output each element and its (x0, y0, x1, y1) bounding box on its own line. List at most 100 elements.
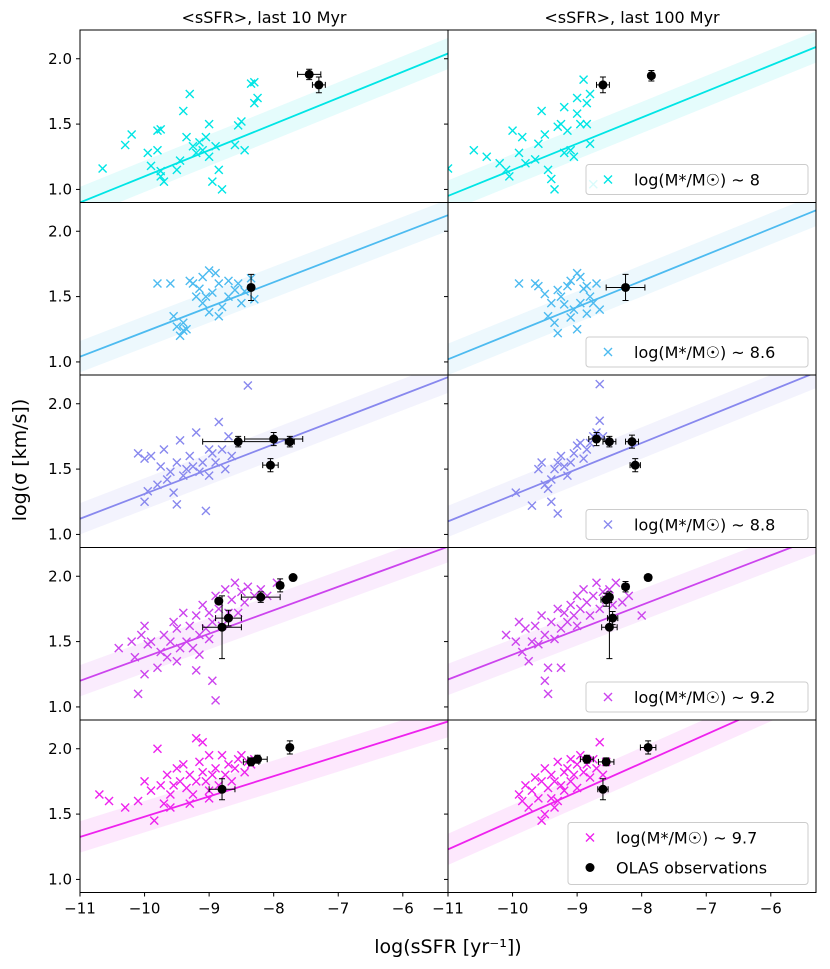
panel-frame (447, 719, 817, 893)
column-title-100myr: <sSFR>, last 100 Myr (544, 8, 720, 27)
sim-point (178, 471, 188, 481)
sim-point (543, 165, 553, 175)
y-tick-label: 1.0 (48, 698, 72, 716)
sim-point (520, 780, 530, 790)
y-tick-label: 1.0 (48, 353, 72, 371)
obs-point (256, 592, 266, 602)
sim-point (585, 139, 595, 149)
sim-point (527, 786, 537, 796)
sim-point (530, 773, 540, 782)
sim-point (482, 152, 492, 162)
sim-point (191, 665, 201, 675)
sim-point (185, 621, 195, 631)
sim-point (152, 145, 162, 155)
sim-point (207, 617, 217, 627)
sim-point (227, 595, 237, 605)
sim-point (152, 279, 162, 289)
sim-point (524, 803, 534, 813)
x-tick-label: −11 (64, 900, 96, 918)
obs-point (627, 437, 637, 447)
y-tick-label: 2.0 (48, 50, 72, 68)
sim-point (637, 610, 647, 620)
sim-point (556, 780, 566, 790)
sim-point (127, 130, 137, 140)
sim-point (591, 279, 601, 289)
sim-point (546, 617, 556, 627)
obs-point (288, 573, 298, 583)
obs-point (223, 613, 233, 623)
sim-point (207, 177, 217, 187)
sim-point (214, 165, 224, 175)
sim-point (236, 116, 246, 126)
sim-point (191, 148, 201, 158)
sim-point (243, 380, 253, 390)
y-tick-label: 1.5 (48, 460, 72, 478)
sim-point (550, 634, 560, 644)
sim-point (214, 417, 224, 427)
obs-point (582, 754, 592, 764)
x-tick-label: −10 (497, 900, 529, 918)
sim-point (575, 119, 585, 129)
sim-point (553, 285, 563, 295)
fit-line (80, 376, 448, 520)
plot-area (448, 31, 816, 203)
sim-point (178, 759, 188, 769)
sim-point (585, 773, 595, 782)
obs-point (621, 582, 631, 592)
sim-point (133, 796, 143, 806)
sim-point (572, 93, 582, 103)
obs-point (604, 437, 614, 447)
sim-point (191, 610, 201, 620)
fit-band (80, 202, 448, 373)
obs-point (269, 434, 279, 444)
sim-point (230, 285, 240, 295)
sim-point (540, 676, 550, 686)
y-tick-label: 2.0 (48, 222, 72, 240)
panel-r1-c0: 1.0 1.5 2.0 (48, 202, 449, 376)
x-tick-label: −6 (760, 900, 782, 918)
sim-point (162, 770, 172, 780)
sim-point (559, 608, 569, 618)
sim-point (214, 604, 224, 614)
sim-point (566, 145, 576, 155)
sim-point (572, 109, 582, 119)
sim-point (214, 311, 224, 321)
sim-point (217, 184, 227, 194)
sim-point (582, 309, 592, 319)
sim-point (595, 604, 605, 614)
sim-point (146, 451, 156, 461)
sim-point (249, 98, 259, 108)
sim-point (172, 499, 182, 509)
sim-point (591, 578, 601, 588)
obs-point (285, 742, 295, 752)
sim-point (514, 279, 524, 289)
legend-obs-label: OLAS observations (616, 859, 767, 878)
sim-point (540, 630, 550, 640)
obs-point (598, 784, 608, 794)
sim-point (537, 458, 547, 468)
sim-point (204, 471, 214, 481)
y-tick-label: 1.5 (48, 805, 72, 823)
legend-mass-label: log(M*/M☉) ~ 9.7 (616, 829, 757, 848)
sim-point (553, 509, 563, 519)
sim-point (233, 279, 243, 289)
fit-line (448, 209, 816, 361)
sim-point (191, 428, 201, 437)
fit-line (80, 52, 448, 203)
sim-point (172, 458, 182, 468)
fit-band (448, 202, 816, 375)
sim-point (249, 77, 259, 87)
y-tick-label: 2.0 (48, 740, 72, 758)
legend: log(M*/M☉) ~ 9.2 (585, 681, 809, 713)
sim-point (165, 803, 175, 813)
sim-point (120, 140, 130, 150)
obs-point (285, 437, 295, 447)
sim-point (559, 102, 569, 112)
obs-point (233, 437, 243, 447)
legend-obs-marker (585, 863, 595, 872)
sim-point (543, 484, 553, 494)
sim-point (140, 776, 150, 786)
sim-point (230, 140, 240, 150)
sim-point (566, 313, 576, 322)
fit-line (80, 720, 448, 838)
